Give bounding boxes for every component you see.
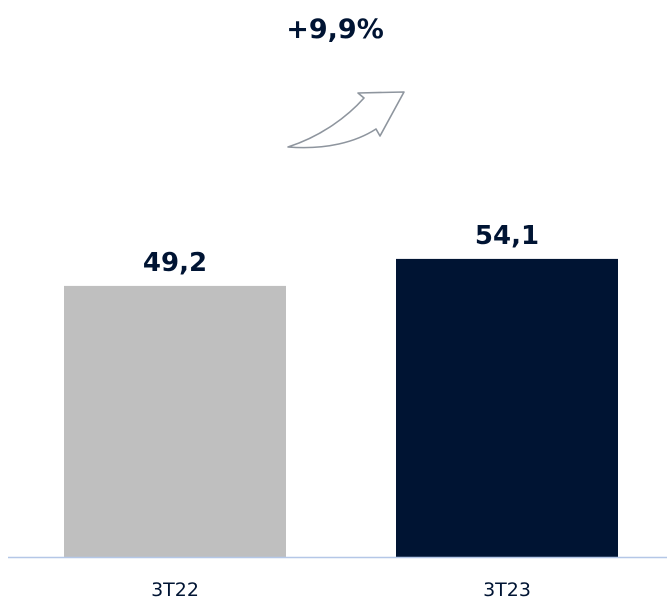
x-tick-label-3t23: 3T23 [483, 579, 531, 601]
data-label-3t22: 49,2 [143, 248, 207, 278]
bar-3t22 [64, 285, 286, 557]
bar-3t23 [396, 258, 618, 557]
labels-group: 49,2 3T22 54,1 3T23 [143, 221, 539, 601]
growth-arrow-icon [287, 91, 405, 149]
growth-annotation: +9,9% [286, 14, 384, 45]
data-label-3t23: 54,1 [475, 221, 539, 251]
bars-group [64, 258, 618, 557]
x-tick-label-3t22: 3T22 [151, 579, 199, 601]
